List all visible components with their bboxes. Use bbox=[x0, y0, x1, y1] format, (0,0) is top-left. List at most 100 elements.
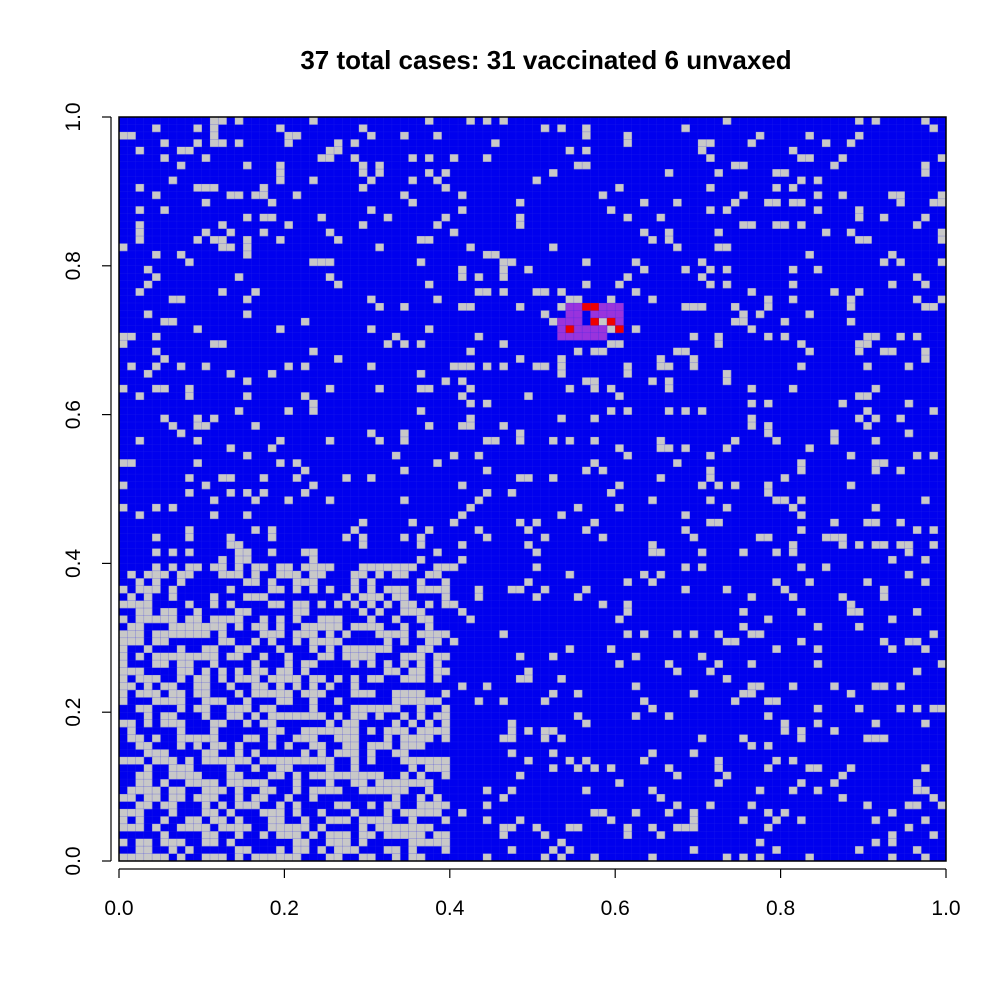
unvaccinated-cell bbox=[441, 816, 451, 825]
unvaccinated-cell bbox=[209, 749, 219, 758]
unvaccinated-cell bbox=[549, 169, 558, 177]
unvaccinated-cell bbox=[209, 622, 219, 631]
unvaccinated-cell bbox=[441, 734, 451, 743]
unvaccinated-cell bbox=[152, 563, 161, 572]
unvaccinated-cell bbox=[855, 704, 864, 713]
unvaccinated-cell bbox=[309, 548, 318, 557]
unvaccinated-cell bbox=[267, 444, 277, 453]
unvaccinated-cell bbox=[292, 474, 302, 482]
unvaccinated-cell bbox=[433, 697, 442, 706]
unvaccinated-cell bbox=[515, 585, 525, 594]
unvaccinated-cell bbox=[606, 325, 616, 334]
infected-vaccinated-cell bbox=[573, 332, 583, 341]
unvaccinated-cell bbox=[226, 615, 236, 624]
unvaccinated-cell bbox=[400, 622, 409, 631]
unvaccinated-cell bbox=[416, 258, 426, 267]
unvaccinated-cell bbox=[805, 444, 814, 453]
unvaccinated-cell bbox=[714, 630, 724, 639]
unvaccinated-cell bbox=[127, 593, 136, 601]
unvaccinated-cell bbox=[375, 816, 384, 825]
unvaccinated-cell bbox=[334, 600, 343, 609]
unvaccinated-cell bbox=[623, 451, 633, 460]
unvaccinated-cell bbox=[739, 622, 748, 631]
unvaccinated-cell bbox=[143, 719, 153, 728]
unvaccinated-cell bbox=[367, 176, 376, 185]
unvaccinated-cell bbox=[160, 838, 169, 847]
unvaccinated-cell bbox=[218, 786, 227, 795]
unvaccinated-cell bbox=[813, 176, 823, 185]
unvaccinated-cell bbox=[730, 198, 740, 207]
unvaccinated-cell bbox=[383, 630, 393, 639]
unvaccinated-cell bbox=[234, 541, 244, 549]
unvaccinated-cell bbox=[499, 697, 508, 706]
unvaccinated-cell bbox=[209, 816, 219, 825]
unvaccinated-cell bbox=[921, 213, 930, 222]
unvaccinated-cell bbox=[135, 779, 145, 787]
unvaccinated-cell bbox=[400, 429, 409, 438]
unvaccinated-cell bbox=[524, 578, 533, 587]
unvaccinated-cell bbox=[921, 347, 930, 356]
unvaccinated-cell bbox=[797, 198, 806, 207]
unvaccinated-cell bbox=[152, 697, 161, 706]
unvaccinated-cell bbox=[441, 578, 451, 587]
unvaccinated-cell bbox=[805, 853, 814, 862]
unvaccinated-cell bbox=[168, 697, 178, 706]
unvaccinated-cell bbox=[251, 749, 260, 758]
unvaccinated-cell bbox=[557, 675, 566, 683]
unvaccinated-cell bbox=[226, 228, 236, 237]
unvaccinated-cell bbox=[143, 771, 153, 780]
unvaccinated-cell bbox=[416, 384, 426, 393]
unvaccinated-cell bbox=[441, 831, 451, 839]
unvaccinated-cell bbox=[317, 823, 327, 832]
unvaccinated-cell bbox=[135, 652, 145, 661]
unvaccinated-cell bbox=[474, 332, 484, 341]
unvaccinated-cell bbox=[838, 533, 848, 542]
unvaccinated-cell bbox=[400, 808, 409, 817]
unvaccinated-cell bbox=[176, 741, 186, 750]
unvaccinated-cell bbox=[772, 756, 781, 765]
unvaccinated-cell bbox=[540, 533, 550, 542]
unvaccinated-cell bbox=[681, 347, 690, 356]
unvaccinated-cell bbox=[408, 675, 418, 683]
unvaccinated-cell bbox=[201, 779, 211, 787]
unvaccinated-cell bbox=[772, 846, 781, 854]
unvaccinated-cell bbox=[557, 303, 566, 311]
unvaccinated-cell bbox=[400, 652, 409, 661]
infected-vaccinated-cell bbox=[615, 310, 624, 319]
unvaccinated-cell bbox=[309, 786, 318, 795]
unvaccinated-cell bbox=[408, 764, 418, 773]
y-tick-label: 0.6 bbox=[62, 400, 85, 429]
unvaccinated-cell bbox=[300, 667, 310, 676]
unvaccinated-cell bbox=[400, 630, 409, 639]
unvaccinated-cell bbox=[408, 734, 418, 743]
unvaccinated-cell bbox=[697, 303, 707, 311]
unvaccinated-cell bbox=[300, 578, 310, 587]
infected-vaccinated-cell bbox=[582, 325, 591, 334]
unvaccinated-cell bbox=[292, 615, 302, 624]
unvaccinated-cell bbox=[243, 779, 252, 787]
unvaccinated-cell bbox=[747, 288, 757, 296]
unvaccinated-cell bbox=[846, 600, 856, 609]
unvaccinated-cell bbox=[863, 407, 872, 415]
unvaccinated-cell bbox=[350, 154, 360, 162]
unvaccinated-cell bbox=[549, 689, 558, 698]
unvaccinated-cell bbox=[416, 645, 426, 653]
unvaccinated-cell bbox=[251, 667, 260, 676]
unvaccinated-cell bbox=[218, 563, 227, 572]
unvaccinated-cell bbox=[201, 823, 211, 832]
unvaccinated-cell bbox=[193, 422, 202, 430]
unvaccinated-cell bbox=[441, 652, 451, 661]
unvaccinated-cell bbox=[143, 853, 153, 862]
unvaccinated-cell bbox=[615, 183, 624, 192]
infected-vaccinated-cell bbox=[573, 325, 583, 334]
unvaccinated-cell bbox=[317, 258, 327, 267]
unvaccinated-cell bbox=[565, 823, 575, 832]
unvaccinated-cell bbox=[416, 712, 426, 720]
unvaccinated-cell bbox=[391, 704, 401, 713]
unvaccinated-cell bbox=[788, 384, 798, 393]
unvaccinated-cell bbox=[201, 228, 211, 237]
unvaccinated-cell bbox=[739, 221, 748, 229]
unvaccinated-cell bbox=[160, 615, 169, 624]
unvaccinated-cell bbox=[416, 578, 426, 587]
unvaccinated-cell bbox=[888, 280, 897, 289]
